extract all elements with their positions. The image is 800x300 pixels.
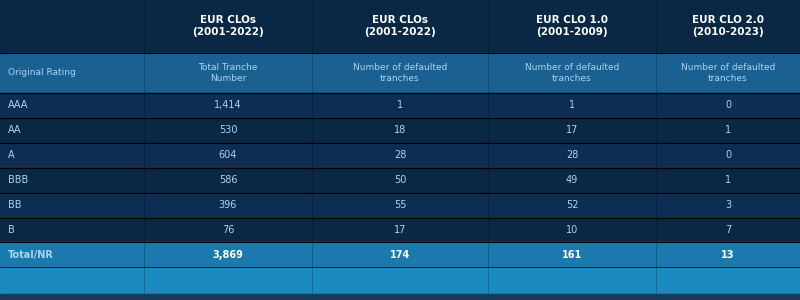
Text: 55: 55 [394, 200, 406, 210]
Bar [0, 193, 800, 217]
Text: BB: BB [8, 200, 22, 210]
Text: 7: 7 [725, 225, 731, 235]
Text: 1: 1 [569, 100, 575, 110]
Text: AAA: AAA [8, 100, 28, 110]
Bar [0, 143, 800, 168]
Bar [0, 294, 800, 300]
Text: B: B [8, 225, 14, 235]
Text: 604: 604 [219, 150, 237, 160]
Text: 28: 28 [566, 150, 578, 160]
Text: 3,869: 3,869 [213, 250, 243, 260]
Text: 50: 50 [394, 175, 406, 185]
Bar [0, 118, 800, 143]
Bar [0, 93, 800, 118]
Text: 17: 17 [566, 125, 578, 135]
Bar [0, 0, 800, 52]
Text: A: A [8, 150, 14, 160]
Text: 10: 10 [566, 225, 578, 235]
Text: Number of defaulted
tranches: Number of defaulted tranches [353, 63, 447, 83]
Text: 1: 1 [725, 125, 731, 135]
Text: BBB: BBB [8, 175, 28, 185]
Bar [0, 52, 800, 93]
Text: 161: 161 [562, 250, 582, 260]
Text: 0: 0 [725, 100, 731, 110]
Text: Total Tranche
Number: Total Tranche Number [198, 63, 258, 83]
Text: AA: AA [8, 125, 22, 135]
Text: Number of defaulted
tranches: Number of defaulted tranches [681, 63, 775, 83]
Text: EUR CLOs
(2001-2022): EUR CLOs (2001-2022) [364, 15, 436, 38]
Text: 52: 52 [566, 200, 578, 210]
Text: Total/NR: Total/NR [8, 250, 54, 260]
Text: 76: 76 [222, 225, 234, 235]
Bar [0, 267, 800, 300]
Text: 530: 530 [218, 125, 238, 135]
Text: 3: 3 [725, 200, 731, 210]
Bar [0, 218, 800, 242]
Text: 49: 49 [566, 175, 578, 185]
Text: Original Rating: Original Rating [8, 68, 76, 77]
Text: 0: 0 [725, 150, 731, 160]
Text: 1: 1 [725, 175, 731, 185]
Text: 396: 396 [219, 200, 237, 210]
Bar [0, 242, 800, 267]
Text: 586: 586 [218, 175, 238, 185]
Text: EUR CLO 2.0
(2010-2023): EUR CLO 2.0 (2010-2023) [692, 15, 764, 38]
Text: Number of defaulted
tranches: Number of defaulted tranches [525, 63, 619, 83]
Bar [0, 168, 800, 193]
Text: 1,414: 1,414 [214, 100, 242, 110]
Text: 1: 1 [397, 100, 403, 110]
Text: EUR CLO 1.0
(2001-2009): EUR CLO 1.0 (2001-2009) [536, 15, 608, 38]
Text: 17: 17 [394, 225, 406, 235]
Text: 28: 28 [394, 150, 406, 160]
Text: 13: 13 [722, 250, 734, 260]
Text: 174: 174 [390, 250, 410, 260]
Text: 18: 18 [394, 125, 406, 135]
Text: EUR CLOs
(2001-2022): EUR CLOs (2001-2022) [192, 15, 264, 38]
